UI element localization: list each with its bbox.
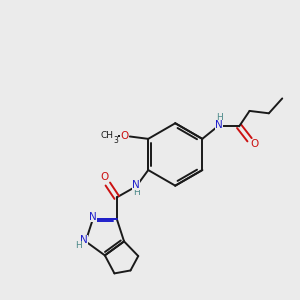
Text: O: O (101, 172, 109, 182)
Text: O: O (120, 131, 129, 141)
Text: H: H (216, 113, 223, 122)
Text: CH: CH (100, 131, 113, 140)
Text: 3: 3 (113, 136, 118, 145)
Text: H: H (75, 242, 82, 250)
Text: O: O (250, 139, 258, 149)
Text: N: N (215, 120, 223, 130)
Text: N: N (133, 180, 140, 190)
Text: H: H (133, 188, 140, 196)
Text: N: N (80, 235, 88, 245)
Text: N: N (89, 212, 97, 222)
